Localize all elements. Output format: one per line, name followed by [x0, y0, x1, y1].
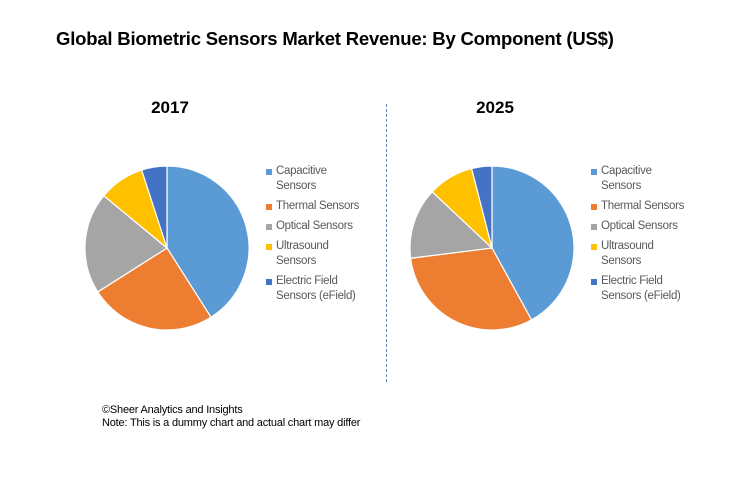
legend-swatch	[266, 204, 272, 210]
pie-title-2025: 2025	[476, 98, 514, 117]
legend-swatch	[266, 279, 272, 285]
legend-item-2025-electric-field-sensors: Electric Field Sensors (eField)	[591, 274, 731, 304]
footer-note: ©Sheer Analytics and Insights Note: This…	[102, 404, 360, 430]
legend-item-2025-optical-sensors: Optical Sensors	[591, 219, 731, 234]
legend-swatch	[591, 244, 597, 250]
pie-slice-2017-electric-field-sensors	[140, 165, 168, 249]
legend-item-2017-optical-sensors: Optical Sensors	[266, 219, 406, 234]
legend-label: Ultrasound Sensors	[601, 240, 654, 267]
legend-label: Capacitive Sensors	[276, 165, 327, 192]
legend-swatch	[591, 204, 597, 210]
legend-item-2017-thermal-sensors: Thermal Sensors	[266, 199, 406, 214]
legend-item-2025-capacitive-sensors: Capacitive Sensors	[591, 164, 731, 194]
legend-label: Ultrasound Sensors	[276, 240, 329, 267]
legend-swatch	[591, 224, 597, 230]
legend-label: Thermal Sensors	[276, 200, 360, 212]
legend-2017: Capacitive Sensors Thermal Sensors Optical…	[266, 164, 406, 309]
legend-swatch	[266, 244, 272, 250]
legend-2025: Capacitive Sensors Thermal Sensors Optical…	[591, 164, 731, 309]
legend-swatch	[266, 224, 272, 230]
legend-item-2025-thermal-sensors: Thermal Sensors	[591, 199, 731, 214]
legend-label: Optical Sensors	[601, 220, 678, 232]
legend-label: Thermal Sensors	[601, 200, 685, 212]
legend-label: Electric Field Sensors (eField)	[601, 275, 681, 302]
legend-label: Optical Sensors	[276, 220, 353, 232]
copyright-text: ©Sheer Analytics and Insights	[102, 404, 243, 416]
legend-swatch	[591, 279, 597, 285]
disclaimer-text: Note: This is a dummy chart and actual c…	[102, 417, 361, 429]
legend-label: Electric Field Sensors (eField)	[276, 275, 356, 302]
chart-divider	[386, 104, 387, 382]
pie-slice-2017-thermal-sensors	[96, 247, 212, 331]
pie-slice-2017-optical-sensors	[84, 194, 169, 293]
pie-title-2017: 2017	[151, 98, 189, 117]
legend-label: Capacitive Sensors	[601, 165, 652, 192]
legend-swatch	[266, 169, 272, 175]
legend-item-2017-electric-field-sensors: Electric Field Sensors (eField)	[266, 274, 406, 304]
legend-item-2017-capacitive-sensors: Capacitive Sensors	[266, 164, 406, 194]
legend-item-2025-ultrasound-sensors: Ultrasound Sensors	[591, 239, 731, 269]
chart-title: Global Biometric Sensors Market Revenue:…	[56, 28, 614, 49]
legend-swatch	[591, 169, 597, 175]
legend-item-2017-ultrasound-sensors: Ultrasound Sensors	[266, 239, 406, 269]
